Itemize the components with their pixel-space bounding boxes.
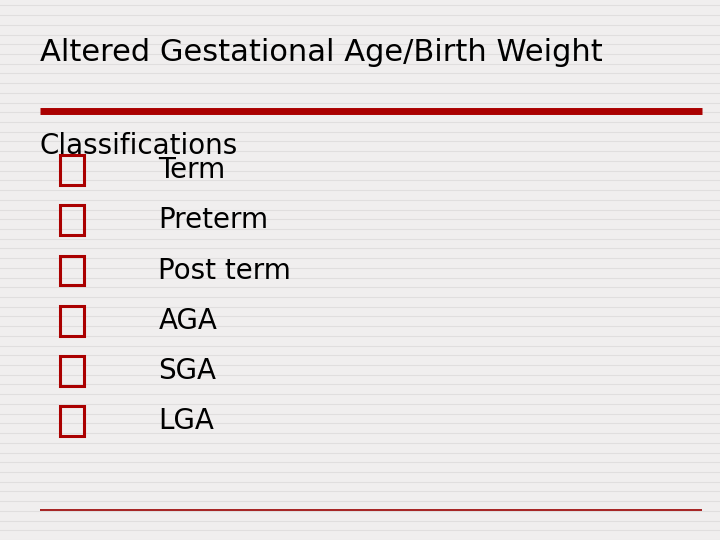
Bar: [60, 155, 84, 185]
Text: AGA: AGA: [158, 307, 217, 335]
Bar: [60, 205, 84, 235]
Bar: [60, 406, 84, 436]
Text: Preterm: Preterm: [158, 206, 269, 234]
Text: Term: Term: [158, 156, 225, 184]
Text: Altered Gestational Age/Birth Weight: Altered Gestational Age/Birth Weight: [40, 38, 603, 67]
Bar: [60, 255, 84, 285]
Text: Classifications: Classifications: [40, 132, 238, 160]
Text: LGA: LGA: [158, 407, 215, 435]
Text: Post term: Post term: [158, 256, 292, 285]
Bar: [60, 306, 84, 335]
Bar: [60, 356, 84, 386]
Text: SGA: SGA: [158, 357, 217, 385]
